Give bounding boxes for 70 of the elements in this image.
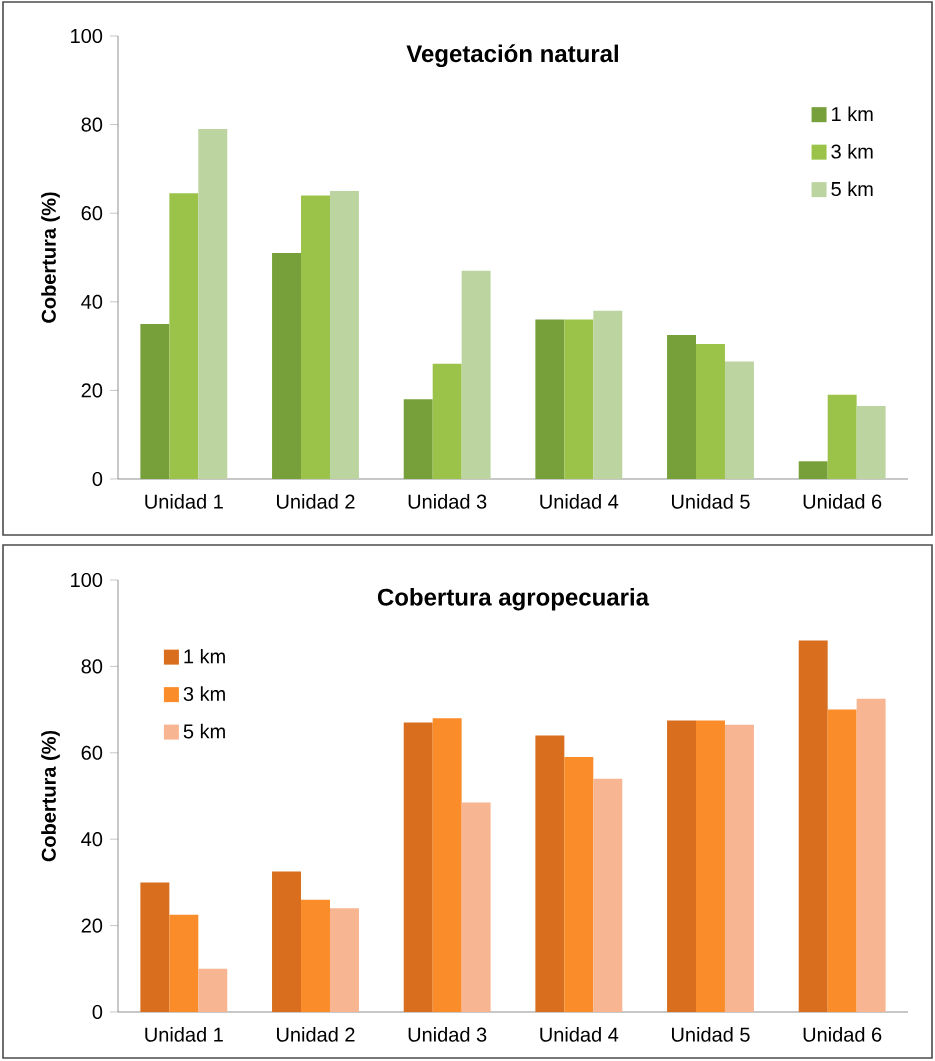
y-tick-label: 0 [92,471,103,487]
bar [198,968,228,1012]
bar [198,129,228,479]
bar [535,319,565,479]
bar [724,724,754,1012]
bar [169,914,199,1012]
x-tick-label: Unidad 1 [145,494,223,509]
bar [329,191,359,479]
y-axis-title: Cobertura (%) [41,730,60,862]
x-tick-label: Unidad 6 [803,1027,882,1042]
bar [301,195,330,479]
y-tick-label: 60 [81,206,103,221]
chart-title: Vegetación natural [406,44,618,68]
x-tick-label: Unidad 3 [408,1027,487,1042]
y-tick-label: 80 [81,659,103,674]
legend-label: 3 km [183,686,225,702]
bar [140,323,170,479]
bar [461,270,491,479]
bar [329,908,359,1012]
legend-label: 3 km [831,143,873,159]
legend-label: 1 km [832,106,873,121]
x-tick-label: Unidad 2 [277,1027,355,1042]
x-tick-label: Unidad 6 [803,494,882,509]
bar [432,718,462,1012]
bar [140,882,170,1012]
y-tick-label: 100 [71,28,103,44]
x-tick-label: Unidad 3 [408,494,487,509]
x-tick-label: Unidad 5 [672,1027,750,1042]
legend-label: 1 km [184,648,225,664]
y-tick-label: 100 [71,572,103,588]
bar [593,778,623,1012]
x-tick-label: Unidad 4 [540,1027,619,1042]
bar [535,735,565,1012]
legend-label: 5 km [831,181,873,197]
x-tick-label: Unidad 2 [277,494,355,509]
bar [667,335,697,479]
bar [724,361,754,479]
bar [696,343,725,479]
bar [169,193,199,479]
bar [432,363,462,479]
bar [856,405,886,479]
bar [593,310,623,479]
y-axis-title: Cobertura (%) [41,192,60,323]
x-tick-label: Unidad 1 [145,1027,223,1042]
bar [696,720,725,1012]
bar [827,709,857,1012]
chart-title: Cobertura agropecuaria [377,588,650,611]
y-tick-label: 20 [81,918,103,933]
bar [667,720,697,1012]
legend-label: 5 km [183,723,225,739]
bar [564,757,594,1012]
bar [461,802,491,1012]
y-tick-label: 60 [81,745,103,760]
y-tick-label: 20 [81,383,103,398]
bar [403,399,433,479]
bar [272,253,302,479]
y-tick-label: 40 [81,832,103,847]
bar [564,319,594,479]
bar [827,394,857,479]
bar [798,640,828,1012]
bar [403,722,433,1012]
bar [856,698,886,1012]
x-tick-label: Unidad 5 [672,494,750,509]
bar [301,899,330,1012]
x-tick-label: Unidad 4 [540,494,619,509]
y-tick-label: 80 [81,117,103,132]
bar [798,461,828,479]
bar [272,871,302,1012]
y-tick-label: 40 [81,294,103,309]
y-tick-label: 0 [92,1004,103,1020]
